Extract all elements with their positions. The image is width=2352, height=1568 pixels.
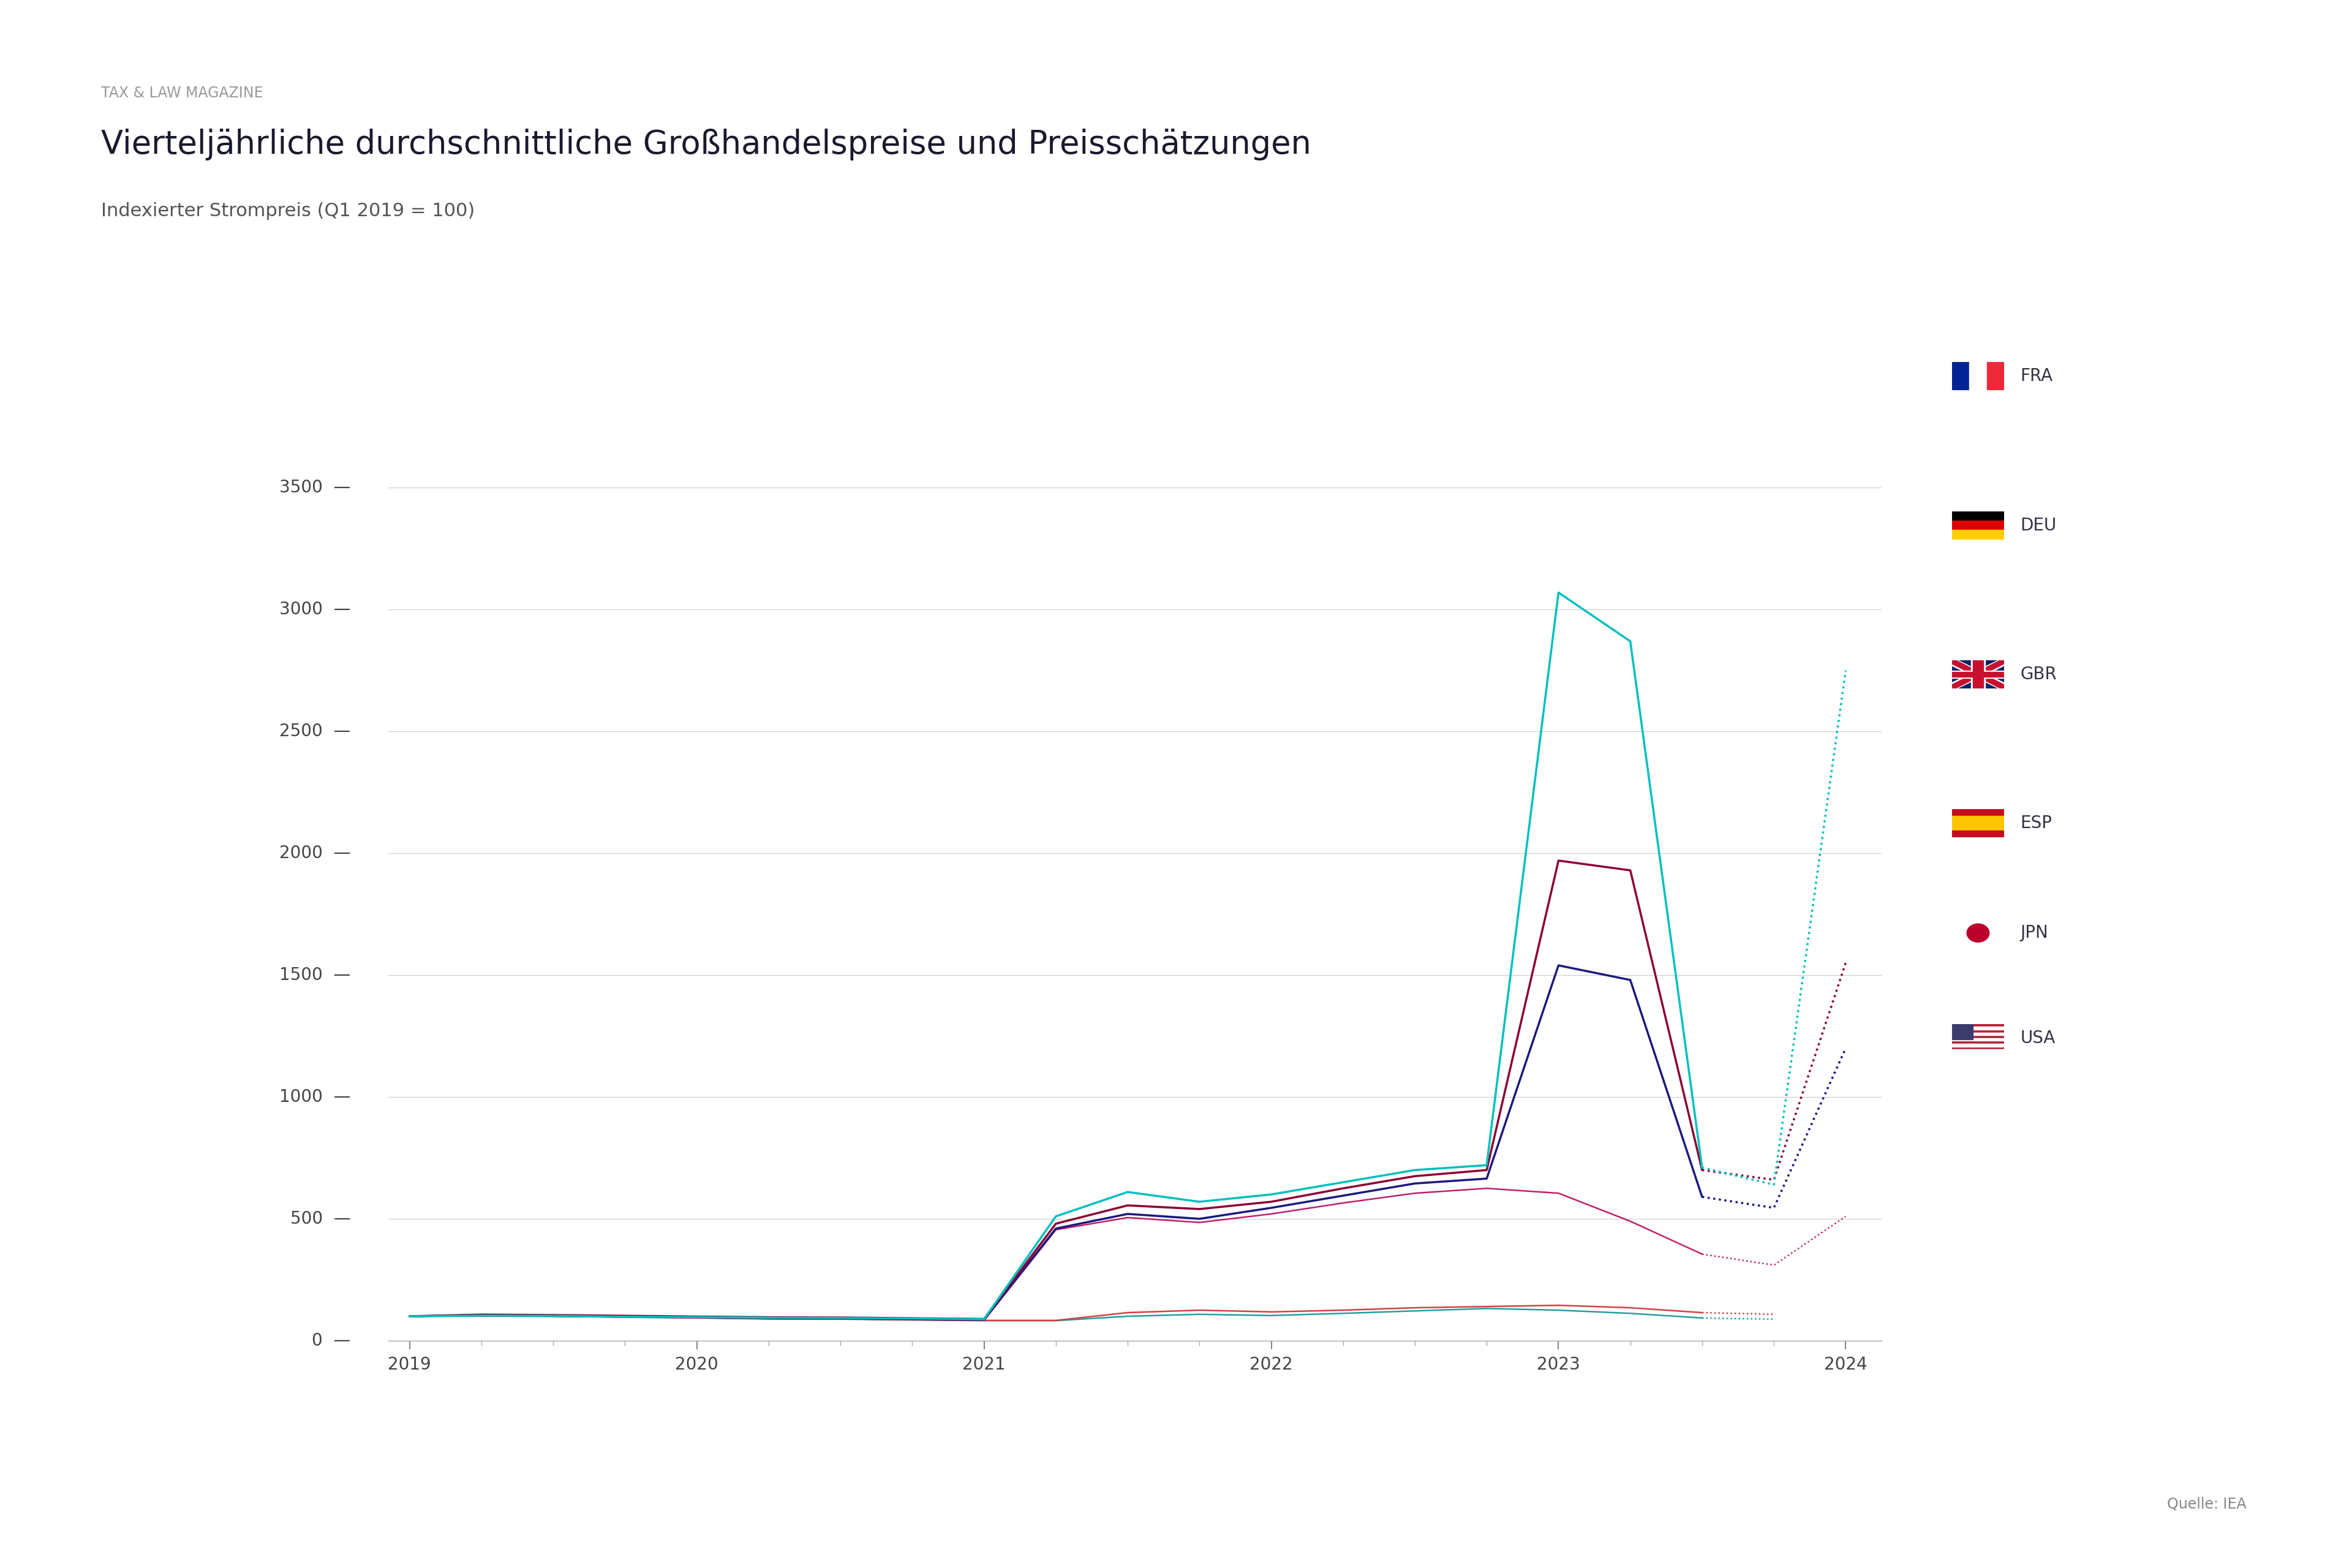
Bar <box>1952 362 1969 390</box>
Bar <box>1952 671 2004 677</box>
Polygon shape <box>1952 660 2004 688</box>
Text: 0  —: 0 — <box>313 1333 350 1348</box>
Text: 1500  —: 1500 — <box>280 966 350 983</box>
Bar <box>1952 1024 1973 1040</box>
Bar <box>1952 530 2004 539</box>
Polygon shape <box>1952 660 2004 688</box>
Text: FRA: FRA <box>2020 368 2053 384</box>
Text: 2500  —: 2500 — <box>280 723 350 740</box>
Circle shape <box>1966 924 1990 942</box>
Text: 500  —: 500 — <box>289 1210 350 1228</box>
Text: Quelle: IEA: Quelle: IEA <box>2166 1497 2246 1512</box>
Bar <box>1952 1038 2004 1041</box>
Text: GBR: GBR <box>2020 666 2058 682</box>
Bar <box>1973 660 1983 688</box>
Polygon shape <box>1952 660 2004 688</box>
Bar <box>1952 1032 2004 1035</box>
Text: USA: USA <box>2020 1030 2056 1046</box>
Bar <box>1971 660 1985 688</box>
Text: 2000  —: 2000 — <box>280 845 350 862</box>
Bar <box>1969 362 1987 390</box>
Bar <box>1952 511 2004 521</box>
Text: 3000  —: 3000 — <box>280 601 350 618</box>
Text: Vierteljährliche durchschnittliche Großhandelspreise und Preisschätzungen: Vierteljährliche durchschnittliche Großh… <box>101 129 1312 160</box>
Bar <box>1987 362 2004 390</box>
Bar <box>1952 1027 2004 1030</box>
Bar <box>1952 671 2004 677</box>
Text: Indexierter Strompreis (Q1 2019 = 100): Indexierter Strompreis (Q1 2019 = 100) <box>101 202 475 220</box>
Bar <box>1952 809 2004 815</box>
Text: 1000  —: 1000 — <box>280 1088 350 1105</box>
Text: DEU: DEU <box>2020 517 2056 533</box>
Text: 3500  —: 3500 — <box>280 480 350 497</box>
Bar <box>1952 1044 2004 1046</box>
Text: ESP: ESP <box>2020 815 2053 831</box>
Bar <box>1952 521 2004 530</box>
Polygon shape <box>1952 660 2004 688</box>
Text: TAX & LAW MAGAZINE: TAX & LAW MAGAZINE <box>101 86 263 100</box>
Bar <box>1952 815 2004 831</box>
Bar <box>1952 831 2004 837</box>
Text: JPN: JPN <box>2020 925 2049 941</box>
Bar <box>1952 1049 2004 1052</box>
